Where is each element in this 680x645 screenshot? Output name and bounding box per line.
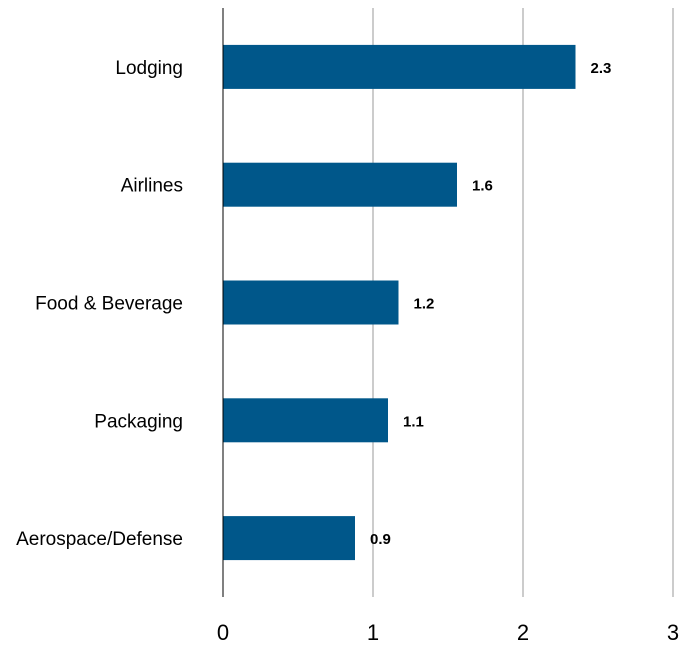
data-label: 1.1 (403, 413, 424, 430)
data-labels: 2.3 1.6 1.2 1.1 0.9 (370, 60, 611, 548)
category-label: Lodging (115, 58, 183, 79)
x-tick-label: 0 (217, 620, 229, 645)
bar (223, 162, 457, 207)
category-labels: Lodging Airlines Food & Beverage Packaging A… (16, 58, 183, 550)
x-tick-label: 2 (517, 620, 529, 645)
category-label: Airlines (121, 176, 183, 197)
x-tick-label: 3 (667, 620, 679, 645)
category-label: Food & Beverage (35, 294, 183, 315)
bar (223, 516, 355, 561)
x-tick-label: 1 (367, 620, 379, 645)
bars (223, 44, 576, 561)
data-label: 1.2 (414, 296, 435, 313)
category-label: Aerospace/Defense (16, 529, 183, 550)
bar (223, 398, 388, 443)
bar (223, 280, 399, 325)
x-tick-labels: 0 1 2 3 (217, 620, 679, 645)
data-label: 0.9 (370, 531, 391, 548)
category-label: Packaging (94, 411, 183, 432)
data-label: 2.3 (591, 60, 612, 77)
data-label: 1.6 (472, 178, 493, 195)
bar (223, 44, 576, 89)
